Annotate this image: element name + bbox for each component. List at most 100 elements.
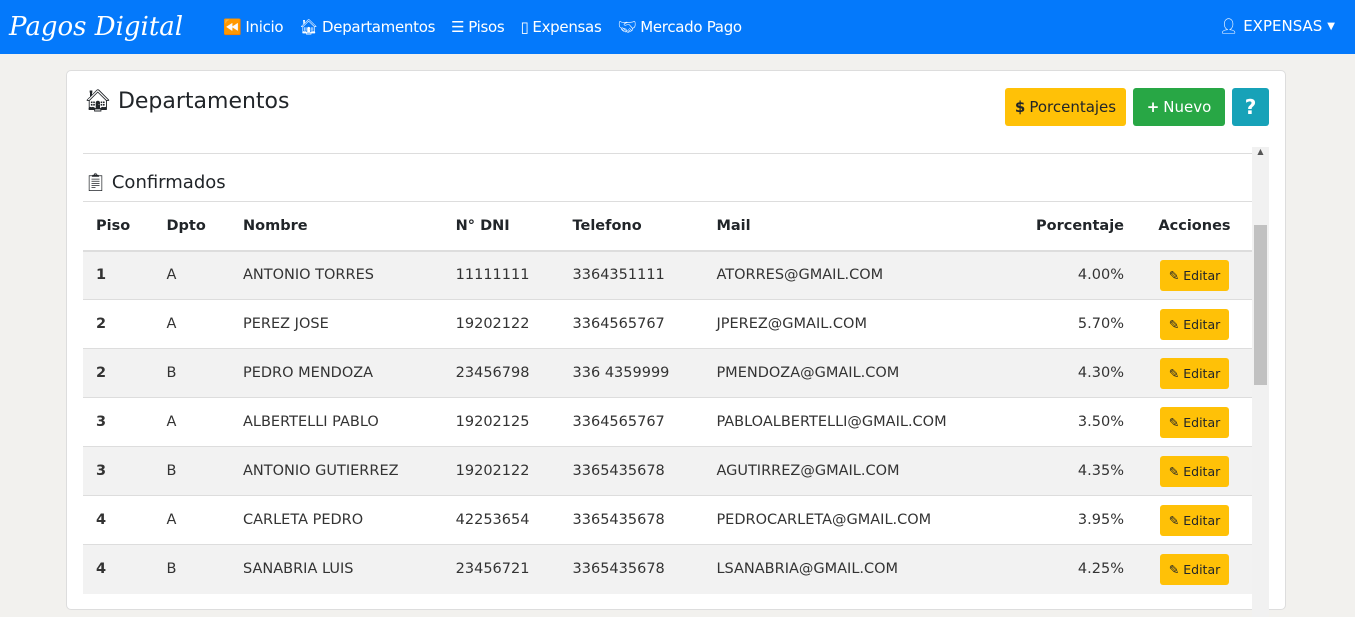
- edit-button[interactable]: ✎ Editar: [1159, 259, 1230, 291]
- table-cell: CARLETA PEDRO: [229, 495, 443, 545]
- pencil-icon: ✎: [1168, 414, 1180, 430]
- user-icon: 👤︎: [1219, 17, 1239, 35]
- pencil-icon: ✎: [1168, 463, 1180, 479]
- table-cell: B: [153, 446, 230, 496]
- table-cell: 3.50%: [1003, 397, 1137, 447]
- dollar-icon: $: [1014, 98, 1026, 116]
- table-cell: JPEREZ@GMAIL.COM: [703, 299, 1004, 349]
- actions-cell: ✎ Editar: [1137, 495, 1252, 545]
- pencil-icon: ✎: [1168, 267, 1180, 283]
- nuevo-button[interactable]: + Nuevo: [1133, 88, 1225, 126]
- actions-cell: ✎ Editar: [1137, 250, 1252, 300]
- table-cell: B: [153, 348, 230, 398]
- table-cell: 4: [83, 544, 154, 594]
- table-cell: 3365435678: [559, 544, 704, 594]
- table-cell: 19202122: [442, 446, 560, 496]
- actions-cell: ✎ Editar: [1137, 348, 1252, 398]
- backward-icon: ⏪: [223, 18, 242, 36]
- divider: [83, 153, 1253, 154]
- pencil-icon: ✎: [1168, 365, 1180, 381]
- caret-down-icon: ▼: [1327, 20, 1335, 32]
- table-row: 2 B PEDRO MENDOZA 23456798 336 4359999 PMENDO…: [83, 348, 1252, 398]
- table-cell: 1: [83, 250, 154, 300]
- table-cell: 19202122: [442, 299, 560, 349]
- table-cell: 3: [83, 397, 154, 447]
- edit-button[interactable]: ✎ Editar: [1159, 455, 1230, 487]
- handshake-icon: 🤝︎: [617, 18, 637, 36]
- help-button[interactable]: ?: [1232, 88, 1269, 126]
- table-cell: PABLOALBERTELLI@GMAIL.COM: [703, 397, 1004, 447]
- column-header: Acciones: [1137, 201, 1252, 252]
- table-cell: 3: [83, 446, 154, 496]
- table-cell: ANTONIO GUTIERREZ: [229, 446, 443, 496]
- table-cell: LSANABRIA@GMAIL.COM: [703, 544, 1004, 594]
- table-cell: 2: [83, 348, 154, 398]
- navbar: Pagos Digital ⏪ Inicio 🏠︎ Departamentos ☰ P…: [0, 0, 1355, 54]
- actions-cell: ✎ Editar: [1137, 397, 1252, 447]
- table-cell: 19202125: [442, 397, 560, 447]
- edit-button[interactable]: ✎ Editar: [1159, 357, 1230, 389]
- table-cell: 2: [83, 299, 154, 349]
- table-row: 1 A ANTONIO TORRES 11111111 3364351111 ATORRE…: [83, 250, 1252, 300]
- table-cell: ATORRES@GMAIL.COM: [703, 250, 1004, 300]
- plus-icon: +: [1146, 98, 1160, 116]
- table-cell: 4.25%: [1003, 544, 1137, 594]
- brand-logo[interactable]: Pagos Digital: [9, 12, 184, 42]
- table-cell: A: [153, 299, 230, 349]
- table-cell: PMENDOZA@GMAIL.COM: [703, 348, 1004, 398]
- clipboard-check-icon: 📋︎: [84, 172, 107, 193]
- nav-pisos[interactable]: ☰ Pisos: [451, 18, 505, 36]
- column-header: Dpto: [153, 201, 230, 252]
- table-cell: A: [153, 397, 230, 447]
- table-cell: ANTONIO TORRES: [229, 250, 443, 300]
- table-cell: 11111111: [442, 250, 560, 300]
- table-cell: B: [153, 544, 230, 594]
- section-title: 📋︎ Confirmados: [84, 172, 226, 193]
- table-cell: 3364565767: [559, 299, 704, 349]
- table-cell: 3364565767: [559, 397, 704, 447]
- receipt-icon: ▯: [520, 18, 529, 36]
- table-cell: 4.35%: [1003, 446, 1137, 496]
- porcentajes-button[interactable]: $ Porcentajes: [1005, 88, 1126, 126]
- table-cell: 3.95%: [1003, 495, 1137, 545]
- table-cell: PEREZ JOSE: [229, 299, 443, 349]
- pencil-icon: ✎: [1168, 561, 1180, 577]
- table-cell: 3365435678: [559, 495, 704, 545]
- scrollbar[interactable]: ▲: [1252, 147, 1269, 617]
- nav-departamentos[interactable]: 🏠︎ Departamentos: [299, 18, 436, 36]
- page-title: 🏠︎ Departamentos: [84, 89, 290, 114]
- table-cell: SANABRIA LUIS: [229, 544, 443, 594]
- pencil-icon: ✎: [1168, 316, 1180, 332]
- edit-button[interactable]: ✎ Editar: [1159, 308, 1230, 340]
- table-cell: 336 4359999: [559, 348, 704, 398]
- table-cell: ALBERTELLI PABLO: [229, 397, 443, 447]
- table-cell: PEDROCARLETA@GMAIL.COM: [703, 495, 1004, 545]
- edit-button[interactable]: ✎ Editar: [1159, 504, 1230, 536]
- scrollbar-thumb[interactable]: [1254, 225, 1267, 385]
- edit-button[interactable]: ✎ Editar: [1159, 406, 1230, 438]
- table-cell: PEDRO MENDOZA: [229, 348, 443, 398]
- table-cell: 4: [83, 495, 154, 545]
- table-cell: 4.30%: [1003, 348, 1137, 398]
- table-cell: 3364351111: [559, 250, 704, 300]
- pencil-icon: ✎: [1168, 512, 1180, 528]
- table-row: 3 B ANTONIO GUTIERREZ 19202122 3365435678 AGU…: [83, 446, 1252, 496]
- nav-mercado-pago[interactable]: 🤝︎ Mercado Pago: [617, 18, 742, 36]
- list-icon: ☰: [451, 18, 465, 36]
- nav-inicio[interactable]: ⏪ Inicio: [223, 18, 284, 36]
- table-cell: AGUTIRREZ@GMAIL.COM: [703, 446, 1004, 496]
- table-row: 4 A CARLETA PEDRO 42253654 3365435678 PEDROCA…: [83, 495, 1252, 545]
- nav-expensas[interactable]: ▯ Expensas: [520, 18, 602, 36]
- column-header: Telefono: [559, 201, 704, 252]
- table-cell: A: [153, 495, 230, 545]
- column-header: Porcentaje: [1003, 201, 1137, 252]
- edit-button[interactable]: ✎ Editar: [1159, 553, 1230, 585]
- actions-cell: ✎ Editar: [1137, 446, 1252, 496]
- table-row: 2 A PEREZ JOSE 19202122 3364565767 JPEREZ@GMA…: [83, 299, 1252, 349]
- user-menu[interactable]: 👤︎ EXPENSAS ▼: [1219, 17, 1335, 35]
- table-cell: 42253654: [442, 495, 560, 545]
- departamentos-card: 🏠︎ Departamentos $ Porcentajes + Nuevo ? 📋︎…: [66, 70, 1286, 617]
- column-header: Piso: [83, 201, 154, 252]
- table-row: 3 A ALBERTELLI PABLO 19202125 3364565767 PABL…: [83, 397, 1252, 447]
- column-header: N° DNI: [442, 201, 560, 252]
